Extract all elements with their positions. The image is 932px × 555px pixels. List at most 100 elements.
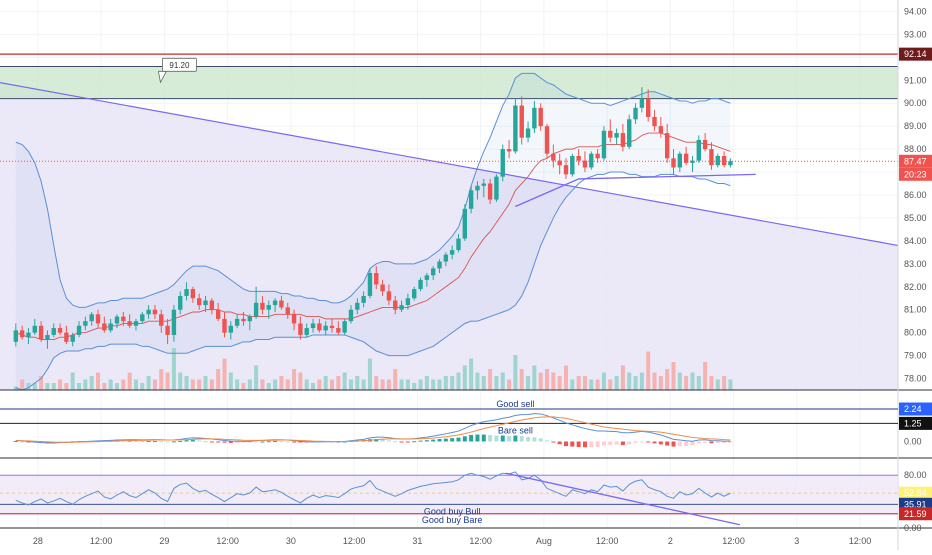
callout-label: 91.20 bbox=[169, 61, 190, 70]
volume-bar-85 bbox=[551, 372, 556, 390]
support-trendline bbox=[515, 173, 756, 208]
macd-histogram-63 bbox=[412, 441, 417, 443]
candle-body-50 bbox=[329, 325, 335, 329]
volume-bar-28 bbox=[190, 379, 195, 390]
macd-histogram-60 bbox=[393, 441, 398, 443]
volume-bar-61 bbox=[399, 379, 404, 390]
volume-bar-31 bbox=[209, 379, 214, 390]
volume-bar-26 bbox=[178, 372, 183, 390]
macd-histogram-100 bbox=[646, 441, 651, 443]
volume-bar-64 bbox=[418, 379, 423, 390]
macd-bare-sell-badge-bg bbox=[899, 416, 932, 430]
candle-body-112 bbox=[721, 156, 727, 166]
candle-body-108 bbox=[696, 139, 701, 161]
rsi-bull-badge: 35.91 bbox=[904, 499, 927, 509]
candle-body-74 bbox=[481, 183, 486, 186]
volume-bar-83 bbox=[538, 372, 543, 390]
candle-body-73 bbox=[475, 185, 480, 191]
volume-bar-21 bbox=[146, 376, 151, 390]
candle-body-65 bbox=[424, 275, 430, 280]
volume-bar-23 bbox=[159, 369, 164, 390]
volume-bar-67 bbox=[437, 379, 442, 390]
volume-bar-62 bbox=[405, 379, 410, 390]
macd-histogram-69 bbox=[450, 438, 455, 442]
time-tick-7: 12:00 bbox=[469, 536, 492, 546]
price-tick-16: 78.00 bbox=[904, 374, 927, 384]
candle-body-103 bbox=[664, 133, 670, 159]
candle-body-28 bbox=[190, 289, 196, 299]
macd-bare-sell-badge: 1.25 bbox=[904, 418, 922, 428]
countdown-badge: 20:23 bbox=[904, 169, 927, 179]
macd-histogram-77 bbox=[500, 435, 505, 442]
volume-bar-112 bbox=[722, 376, 727, 390]
volume-bar-93 bbox=[601, 372, 606, 390]
rsi-tick-2: 0.00 bbox=[904, 523, 922, 533]
macd-histogram-86 bbox=[557, 441, 562, 445]
macd-histogram-36 bbox=[241, 441, 246, 443]
candle-body-80 bbox=[519, 105, 524, 138]
macd-histogram-105 bbox=[677, 441, 682, 447]
candle-body-79 bbox=[513, 105, 518, 152]
volume-bar-30 bbox=[203, 376, 208, 390]
candle-body-83 bbox=[538, 107, 543, 127]
candle-body-60 bbox=[393, 300, 398, 310]
candle-body-78 bbox=[506, 149, 512, 152]
macd-histogram-73 bbox=[475, 434, 480, 442]
candle-body-77 bbox=[500, 149, 505, 177]
candle-body-61 bbox=[399, 305, 404, 310]
candle-body-16 bbox=[114, 316, 120, 324]
macd-histogram-87 bbox=[563, 441, 568, 447]
time-tick-1: 12:00 bbox=[90, 536, 113, 546]
volume-bar-10 bbox=[77, 383, 82, 390]
candle-body-1 bbox=[19, 330, 25, 338]
price-tick-13: 81.00 bbox=[904, 305, 927, 315]
candle-body-104 bbox=[671, 158, 676, 168]
volume-bar-42 bbox=[279, 376, 284, 390]
candle-body-31 bbox=[209, 300, 215, 310]
macd-histogram-84 bbox=[545, 440, 550, 442]
candle-body-0 bbox=[13, 330, 19, 342]
candle-body-87 bbox=[563, 165, 569, 175]
candle-body-6 bbox=[51, 328, 56, 335]
macd-histogram-59 bbox=[386, 440, 391, 442]
candle-body-25 bbox=[171, 309, 177, 335]
volume-bar-33 bbox=[222, 358, 227, 390]
candle-body-81 bbox=[525, 128, 531, 138]
candle-body-70 bbox=[456, 238, 461, 251]
volume-bar-72 bbox=[469, 358, 474, 390]
macd-histogram-76 bbox=[494, 435, 499, 442]
volume-bar-57 bbox=[374, 376, 379, 390]
macd-histogram-88 bbox=[570, 441, 575, 447]
macd-histogram-108 bbox=[696, 441, 701, 444]
candle-body-59 bbox=[386, 291, 392, 301]
candle-body-9 bbox=[70, 334, 75, 342]
macd-histogram-113 bbox=[728, 441, 733, 443]
price-tick-9: 85.00 bbox=[904, 213, 927, 223]
volume-bar-46 bbox=[304, 379, 309, 390]
candle-body-24 bbox=[165, 325, 170, 335]
macd-histogram-102 bbox=[658, 441, 663, 445]
volume-bar-24 bbox=[165, 372, 170, 390]
candle-body-42 bbox=[279, 300, 284, 308]
volume-bar-111 bbox=[715, 379, 720, 390]
macd-histogram-61 bbox=[399, 441, 404, 443]
macd-histogram-32 bbox=[216, 441, 221, 443]
good-sell-annotation: Good sell bbox=[496, 399, 534, 409]
macd-histogram-111 bbox=[715, 441, 720, 444]
macd-histogram-72 bbox=[469, 434, 474, 442]
candle-body-34 bbox=[228, 325, 234, 333]
callout-box bbox=[162, 57, 197, 72]
volume-bar-18 bbox=[127, 372, 132, 390]
rsi-value-badge: 52.84 bbox=[904, 488, 927, 498]
rsi-trendline bbox=[505, 472, 741, 526]
volume-bar-11 bbox=[83, 379, 88, 390]
candle-body-44 bbox=[291, 314, 297, 324]
rsi-bare-badge: 21.59 bbox=[904, 509, 927, 519]
volume-bar-20 bbox=[140, 383, 145, 390]
volume-bar-80 bbox=[519, 369, 524, 390]
price-tick-8: 86.00 bbox=[904, 190, 927, 200]
macd-tick-0: 0.00 bbox=[904, 437, 922, 447]
candle-body-10 bbox=[76, 325, 82, 335]
candle-body-47 bbox=[310, 323, 316, 329]
